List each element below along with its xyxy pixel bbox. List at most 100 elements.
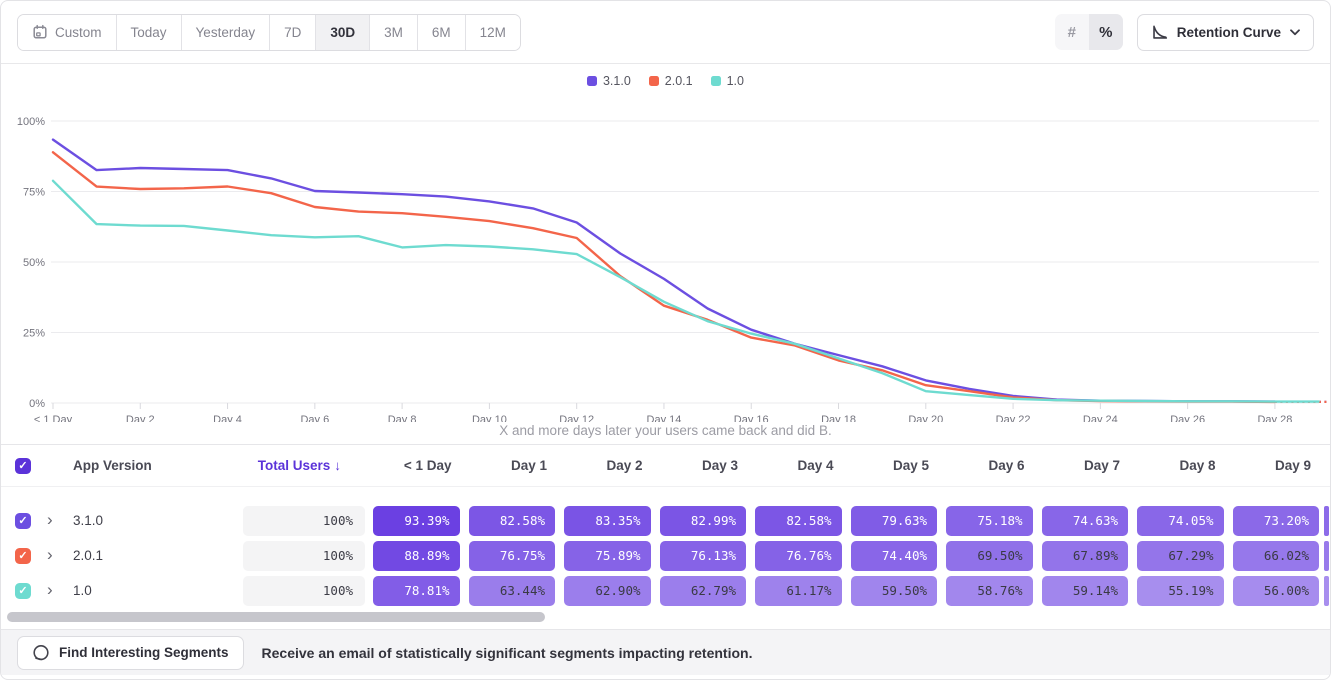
row-expand-cell: › [47, 580, 73, 599]
retention-cell[interactable]: 74.40% [850, 540, 937, 571]
chart-section: 3.1.0 2.0.1 1.0 100% 75% 50% 25% 0% < 1 Day Day … [1, 64, 1330, 445]
retention-cell[interactable]: 58.76% [946, 575, 1033, 606]
legend-item-1.0[interactable]: 1.0 [710, 74, 744, 88]
date-range-today[interactable]: Today [116, 14, 182, 50]
date-range-label: 3M [384, 24, 403, 40]
x-axis-label: Day 24 [1083, 414, 1118, 422]
chevron-right-icon[interactable]: › [47, 545, 53, 564]
date-range-12m[interactable]: 12M [465, 14, 520, 50]
header-day-column[interactable]: Day 3 [701, 458, 738, 473]
day-column: 58.76% [946, 575, 1042, 606]
legend-item-3.1.0[interactable]: 3.1.0 [586, 74, 631, 88]
retention-cell[interactable]: 55.19% [1137, 575, 1224, 606]
retention-cell[interactable]: 76.75% [468, 540, 555, 571]
total-users-label: Total Users [257, 458, 331, 473]
header-total-users[interactable]: Total Users ↓ [243, 458, 373, 473]
day-column: 93.39% [373, 505, 469, 536]
total-users-cell: 100% [243, 575, 365, 606]
legend-label: 1.0 [726, 74, 744, 88]
scrollbar-thumb[interactable] [7, 612, 545, 622]
header-day-column[interactable]: < 1 Day [403, 458, 452, 473]
retention-cell[interactable]: 79.63% [850, 505, 937, 536]
retention-cell[interactable]: 74.63% [1041, 505, 1128, 536]
row-select-cell: ✓ [1, 547, 47, 564]
series-line-1.0[interactable] [51, 179, 1320, 403]
day-column: 88.89% [373, 540, 469, 571]
retention-cell[interactable]: 76.76% [755, 540, 842, 571]
retention-cell[interactable]: 59.14% [1041, 575, 1128, 606]
retention-cell[interactable]: 82.58% [755, 505, 842, 536]
day-column: 82.58% [755, 505, 851, 536]
day-column: 62.79% [659, 575, 756, 606]
date-range-label: Yesterday [195, 24, 256, 40]
retention-cell[interactable]: 75.89% [564, 540, 651, 571]
total-users-cell: 100% [243, 540, 365, 571]
chevron-down-icon [1290, 28, 1300, 35]
legend-swatch [586, 76, 597, 86]
date-range-custom[interactable]: Custom [18, 14, 117, 50]
retention-cell[interactable]: 56.00% [1232, 575, 1319, 606]
row-checkbox-3.1.0[interactable]: ✓ [15, 512, 31, 529]
retention-cell[interactable]: 61.17% [755, 575, 842, 606]
row-checkbox-1.0[interactable]: ✓ [15, 582, 31, 599]
x-axis-label: Day 6 [300, 414, 329, 422]
retention-cell[interactable]: 69.50% [946, 540, 1033, 571]
row-checkbox-2.0.1[interactable]: ✓ [15, 547, 31, 564]
retention-cell[interactable]: 88.89% [373, 540, 460, 571]
retention-cell[interactable]: 83.35% [564, 505, 651, 536]
y-axis-label: 75% [23, 187, 45, 199]
x-axis-label: Day 8 [388, 414, 417, 422]
x-axis-label: Day 26 [1170, 414, 1205, 422]
sort-descending-icon: ↓ [334, 458, 341, 473]
retention-cell[interactable]: 78.81% [373, 575, 460, 606]
series-line-3.1.0[interactable] [51, 138, 1277, 403]
header-day-column[interactable]: Day 7 [1083, 458, 1120, 473]
retention-cell[interactable]: 93.39% [373, 505, 460, 536]
retention-cell[interactable]: 63.44% [468, 575, 555, 606]
retention-cell[interactable]: 66.02% [1232, 540, 1319, 571]
retention-cell[interactable]: 59.50% [850, 575, 937, 606]
header-day-column[interactable]: Day 5 [892, 458, 929, 473]
legend-item-2.0.1[interactable]: 2.0.1 [648, 74, 693, 88]
legend-swatch [710, 76, 721, 86]
retention-cell[interactable]: 67.89% [1041, 540, 1128, 571]
x-axis-label: Day 14 [647, 414, 682, 422]
retention-cell[interactable]: 74.05% [1137, 505, 1224, 536]
header-day-column[interactable]: Day 8 [1179, 458, 1216, 473]
table-header: ✓ App Version Total Users ↓ < 1 Day Day 1 Day … [1, 445, 1330, 487]
date-range-3m[interactable]: 3M [370, 14, 418, 50]
series-line-2.0.1[interactable] [51, 151, 1277, 404]
row-expand-cell: › [47, 545, 73, 564]
retention-cell[interactable]: 62.90% [564, 575, 651, 606]
header-day-column[interactable]: Day 6 [988, 458, 1025, 473]
day-column: 62.90% [564, 575, 660, 606]
percent-format-button[interactable]: % [1088, 14, 1123, 50]
find-interesting-segments-button[interactable]: Find Interesting Segments [17, 635, 244, 670]
retention-cell[interactable]: 82.58% [468, 505, 555, 536]
chevron-right-icon[interactable]: › [47, 510, 53, 529]
date-range-6m[interactable]: 6M [417, 14, 466, 50]
retention-cell[interactable]: 82.99% [659, 505, 746, 536]
select-all-checkbox[interactable]: ✓ [15, 457, 31, 474]
chevron-right-icon[interactable]: › [47, 580, 53, 599]
date-range-yesterday[interactable]: Yesterday [181, 14, 271, 50]
date-range-7d[interactable]: 7D [270, 14, 317, 50]
date-range-label: 12M [479, 24, 506, 40]
retention-cell[interactable]: 67.29% [1137, 540, 1224, 571]
header-day-column[interactable]: Day 9 [1274, 458, 1311, 473]
retention-cell[interactable]: 76.13% [659, 540, 746, 571]
interesting-segments-icon [33, 644, 49, 660]
number-format-button[interactable]: # [1055, 14, 1089, 50]
date-range-group: Custom Today Yesterday 7D 30D 3M 6M 12M [17, 13, 521, 51]
retention-cell[interactable]: 75.18% [946, 505, 1033, 536]
legend-label: 2.0.1 [664, 74, 693, 88]
header-day-column[interactable]: Day 1 [510, 458, 547, 473]
header-day-column[interactable]: Day 4 [797, 458, 834, 473]
chart-type-dropdown[interactable]: Retention Curve [1136, 13, 1314, 51]
retention-cell[interactable]: 62.79% [659, 575, 746, 606]
header-day-column[interactable]: Day 2 [606, 458, 643, 473]
retention-cell[interactable]: 73.20% [1232, 505, 1319, 536]
date-range-30d[interactable]: 30D [316, 14, 371, 50]
day-column: 63.44% [468, 575, 565, 606]
table-row-2.0.1: ✓ › 2.0.1 100% 88.89% 76.75% 75.89% 76.13% 76.76… [1, 538, 1330, 573]
